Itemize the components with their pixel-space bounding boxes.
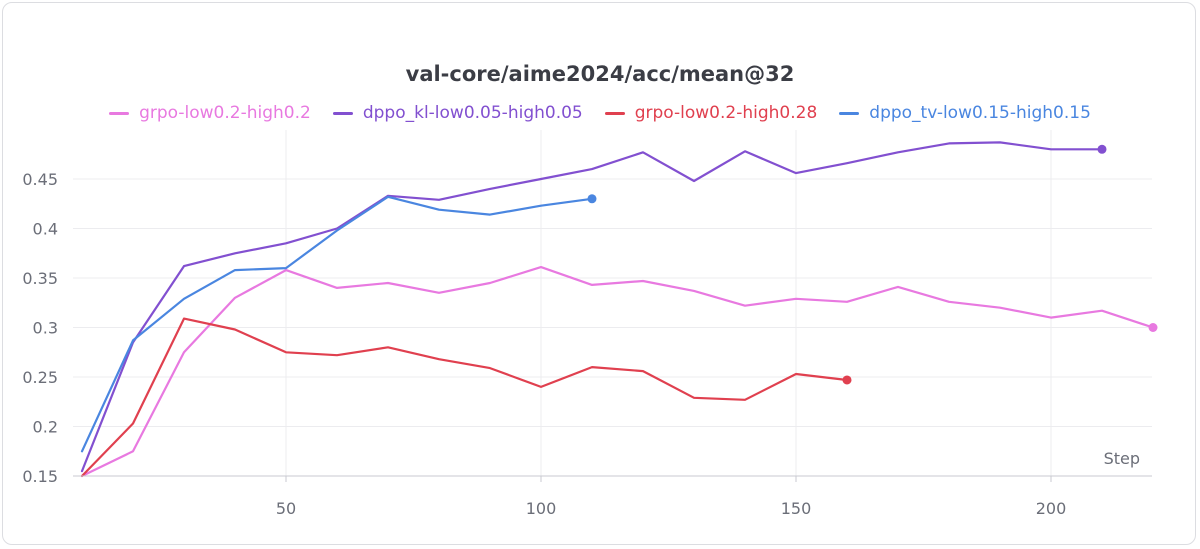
series-end-point[interactable] (1148, 323, 1158, 332)
legend-label: grpo-low0.2-high0.2 (139, 103, 311, 123)
series-line[interactable] (80, 141, 1104, 473)
legend-item[interactable]: grpo-low0.2-high0.28 (604, 103, 818, 123)
chart-title: val-core/aime2024/acc/mean@32 (405, 62, 795, 86)
y-tick-label: 0.15 (22, 467, 58, 486)
series-end-point[interactable] (587, 194, 597, 204)
legend-swatch (332, 111, 353, 115)
x-axis-label: Step (1104, 449, 1140, 468)
x-tick-label: 100 (526, 499, 557, 518)
y-tick-label: 0.45 (22, 170, 58, 189)
gridlines (73, 130, 1152, 477)
legend-label: dppo_tv-low0.15-high0.15 (869, 103, 1091, 123)
x-tick-label: 50 (276, 499, 296, 518)
legend-item[interactable]: dppo_kl-low0.05-high0.05 (332, 103, 583, 123)
series-line[interactable] (80, 317, 849, 478)
legend-label: grpo-low0.2-high0.28 (634, 103, 818, 123)
legend-swatch (109, 111, 130, 115)
y-tick-label: 0.2 (33, 418, 58, 437)
legend-label: dppo_kl-low0.05-high0.05 (362, 103, 583, 123)
y-axis: 0.15 0.2 0.25 0.3 0.35 0.4 0.45 (22, 170, 58, 486)
series-end-point[interactable] (1097, 144, 1107, 154)
y-tick-label: 0.35 (22, 269, 58, 288)
legend-item[interactable]: dppo_tv-low0.15-high0.15 (839, 103, 1091, 123)
legend-swatch (604, 111, 625, 115)
legend-swatch (839, 111, 860, 115)
series-lines (80, 141, 1158, 478)
x-axis: 50 100 150 200 (73, 475, 1152, 518)
y-tick-label: 0.3 (33, 319, 58, 338)
legend[interactable]: grpo-low0.2-high0.2 dppo_kl-low0.05-high… (0, 103, 1200, 123)
x-tick-label: 150 (781, 499, 812, 518)
x-tick-label: 200 (1036, 499, 1067, 518)
legend-item[interactable]: grpo-low0.2-high0.2 (109, 103, 311, 123)
series-end-point[interactable] (842, 375, 852, 385)
series-line[interactable] (80, 266, 1155, 478)
y-tick-label: 0.4 (33, 220, 58, 239)
series-line[interactable] (80, 195, 594, 453)
y-tick-label: 0.25 (22, 368, 58, 387)
